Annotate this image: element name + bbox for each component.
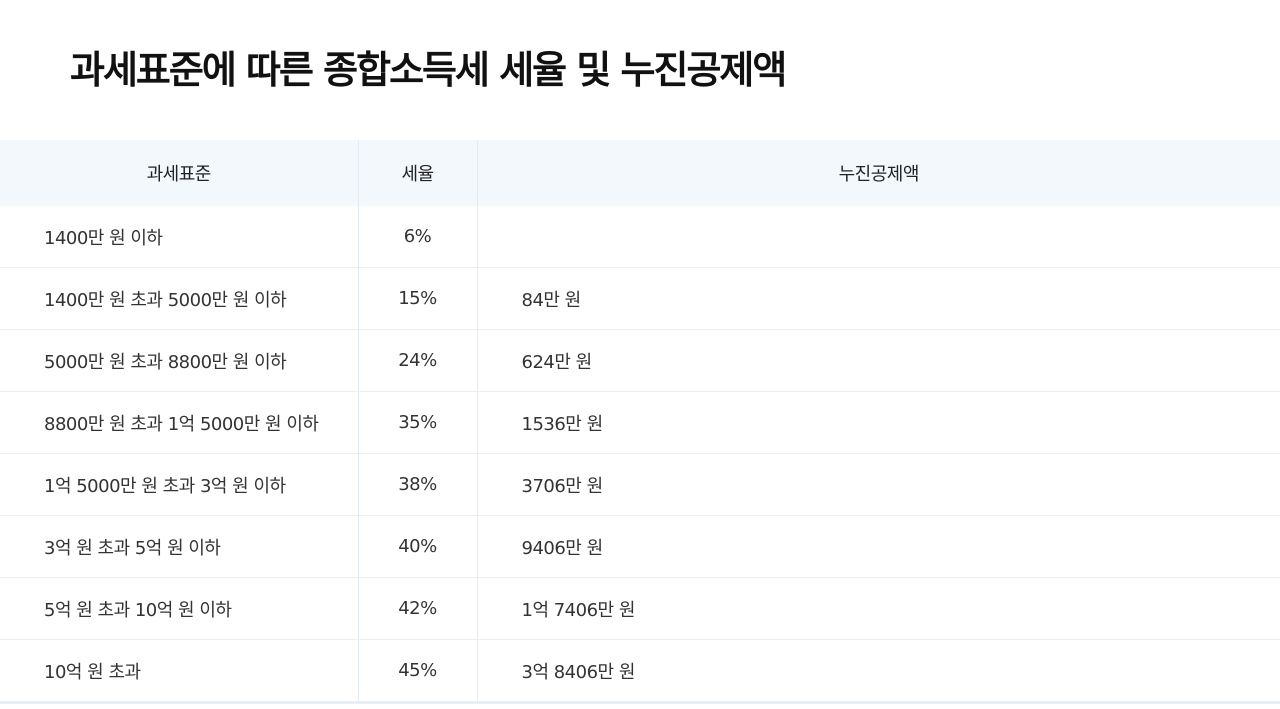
table-row: 8800만 원 초과 1억 5000만 원 이하 35% 1536만 원 [0, 391, 1280, 454]
deduction-cell [477, 206, 1280, 268]
tax-rate-cell: 40% [358, 515, 478, 578]
tax-rate-cell: 24% [358, 329, 478, 392]
deduction-cell: 84만 원 [477, 267, 1280, 330]
table-row: 1억 5000만 원 초과 3억 원 이하 38% 3706만 원 [0, 453, 1280, 516]
table-row: 5000만 원 초과 8800만 원 이하 24% 624만 원 [0, 329, 1280, 392]
table-row: 1400만 원 이하 6% [0, 206, 1280, 268]
deduction-cell: 9406만 원 [477, 515, 1280, 578]
tax-base-cell: 1400만 원 초과 5000만 원 이하 [0, 267, 359, 330]
tax-rate-cell: 15% [358, 267, 478, 330]
tax-rate-cell: 6% [358, 206, 478, 268]
column-header-tax-rate: 세율 [358, 140, 478, 206]
table-header-row: 과세표준 세율 누진공제액 [0, 140, 1280, 206]
column-header-progressive-deduction: 누진공제액 [477, 140, 1280, 206]
tax-rate-table: 과세표준 세율 누진공제액 1400만 원 이하 6% 1400만 원 초과 5… [0, 140, 1280, 704]
deduction-cell: 3억 8406만 원 [477, 639, 1280, 704]
page-title: 과세표준에 따른 종합소득세 세율 및 누진공제액 [70, 48, 787, 92]
table-row: 10억 원 초과 45% 3억 8406만 원 [0, 639, 1280, 704]
deduction-cell: 3706만 원 [477, 453, 1280, 516]
tax-base-cell: 1400만 원 이하 [0, 206, 359, 268]
deduction-cell: 1536만 원 [477, 391, 1280, 454]
tax-base-cell: 1억 5000만 원 초과 3억 원 이하 [0, 453, 359, 516]
tax-rate-cell: 38% [358, 453, 478, 516]
deduction-cell: 1억 7406만 원 [477, 577, 1280, 640]
tax-rate-cell: 35% [358, 391, 478, 454]
deduction-cell: 624만 원 [477, 329, 1280, 392]
table-row: 3억 원 초과 5억 원 이하 40% 9406만 원 [0, 515, 1280, 578]
tax-base-cell: 3억 원 초과 5억 원 이하 [0, 515, 359, 578]
tax-rate-cell: 42% [358, 577, 478, 640]
column-header-tax-base: 과세표준 [0, 140, 359, 206]
tax-base-cell: 5억 원 초과 10억 원 이하 [0, 577, 359, 640]
tax-base-cell: 8800만 원 초과 1억 5000만 원 이하 [0, 391, 359, 454]
table-row: 5억 원 초과 10억 원 이하 42% 1억 7406만 원 [0, 577, 1280, 640]
tax-base-cell: 5000만 원 초과 8800만 원 이하 [0, 329, 359, 392]
tax-base-cell: 10억 원 초과 [0, 639, 359, 704]
table-row: 1400만 원 초과 5000만 원 이하 15% 84만 원 [0, 267, 1280, 330]
tax-rate-cell: 45% [358, 639, 478, 704]
